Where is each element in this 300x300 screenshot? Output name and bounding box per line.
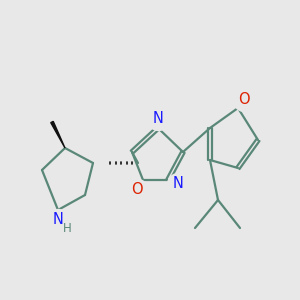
Text: O: O: [238, 92, 250, 107]
Text: O: O: [131, 182, 143, 197]
Text: N: N: [153, 112, 164, 127]
Text: N: N: [52, 212, 63, 227]
Text: H: H: [63, 223, 71, 236]
Polygon shape: [51, 122, 65, 148]
Text: N: N: [172, 176, 183, 191]
